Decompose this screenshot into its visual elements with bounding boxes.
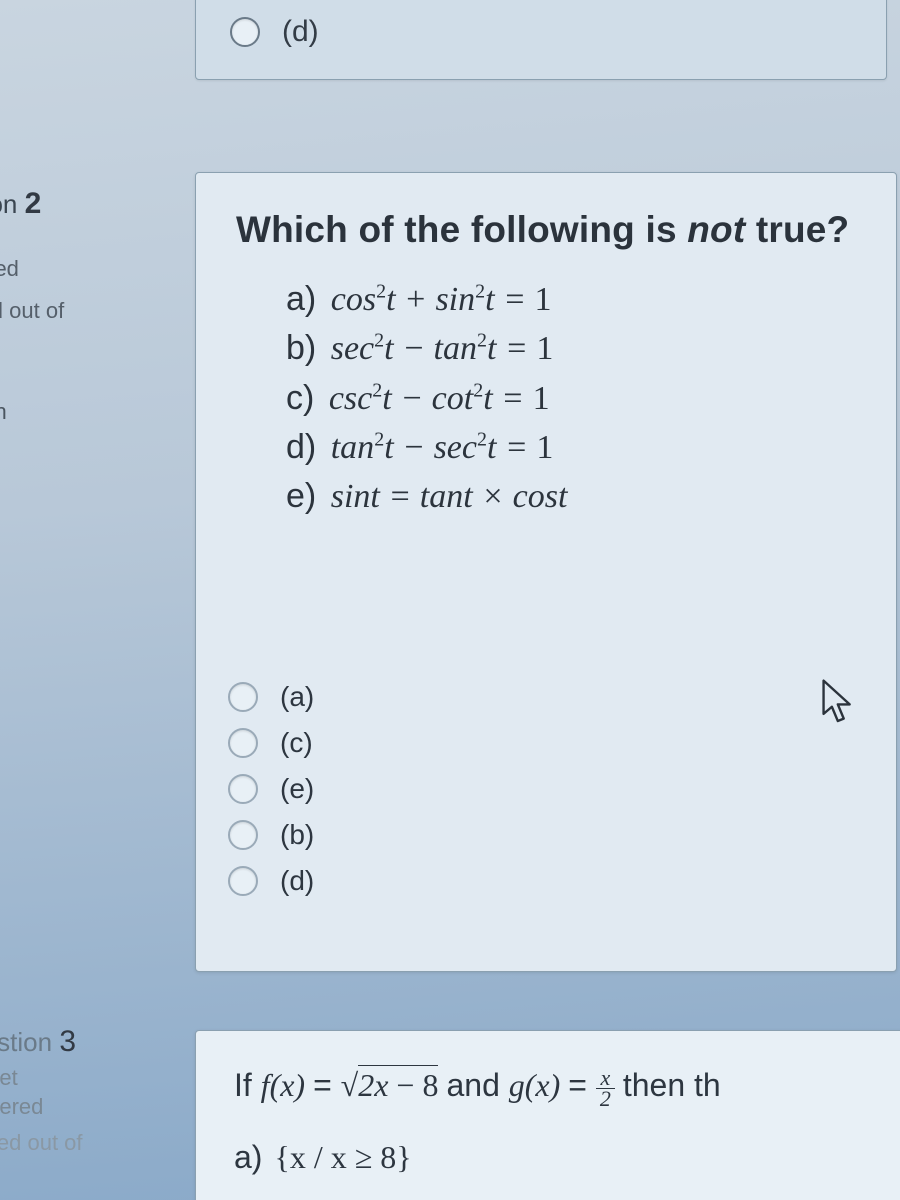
radio-icon[interactable] (228, 682, 258, 712)
option-e[interactable]: (e) (228, 773, 314, 805)
question-nav-sidebar: estion 2 t yet swered arked out of 00 Fl… (0, 0, 180, 1200)
radio-icon[interactable] (228, 728, 258, 758)
option-label: (d) (282, 15, 319, 49)
marked-out-of: arked out of 00 (0, 296, 64, 355)
identity-a: a) cos2t + sin2t = 1 (286, 275, 866, 324)
marked-out-of: Marked out of .00 (0, 1128, 83, 1187)
radio-icon[interactable] (228, 774, 258, 804)
question-3-card: If f(x) = √2x − 8 and g(x) = x2 then th … (195, 1030, 900, 1200)
question-word: Question (0, 1027, 52, 1057)
question-3-option-a: a) {x / x ≥ 8} (234, 1139, 412, 1176)
answer-options: (a) (c) (e) (b) (d) (228, 681, 314, 897)
answer-status: t yet swered (0, 225, 64, 284)
option-label: (a) (280, 681, 314, 713)
option-label: (b) (280, 819, 314, 851)
question-2-card: Which of the following is not true? a) c… (195, 172, 897, 972)
identity-c: c) csc2t − cot2t = 1 (286, 374, 866, 423)
flag-question-link[interactable]: Flag estion (0, 367, 64, 426)
question-word: estion (0, 189, 17, 219)
identity-b: b) sec2t − tan2t = 1 (286, 324, 866, 373)
option-label: (e) (280, 773, 314, 805)
question-text: Which of the following is not true? (196, 173, 896, 275)
radio-icon[interactable] (228, 866, 258, 896)
option-label: (c) (280, 727, 313, 759)
sidebar-question-2: estion 2 t yet swered arked out of 00 Fl… (0, 180, 64, 431)
option-label: (d) (280, 865, 314, 897)
cursor-icon (820, 678, 858, 726)
question-number: 2 (25, 187, 42, 220)
option-c[interactable]: (c) (228, 727, 314, 759)
option-b[interactable]: (b) (228, 819, 314, 851)
identity-e: e) sint = tant × cost (286, 472, 866, 521)
previous-question-partial: (d) (195, 0, 887, 80)
option-d[interactable]: (d) (228, 865, 314, 897)
identity-d: d) tan2t − sec2t = 1 (286, 423, 866, 472)
question-3-text: If f(x) = √2x − 8 and g(x) = x2 then th (234, 1067, 721, 1109)
option-a[interactable]: (a) (228, 681, 314, 713)
option-d-prev[interactable]: (d) (230, 15, 319, 49)
question-number: 3 (59, 1025, 76, 1058)
answer-status: Not yet answered (0, 1063, 83, 1122)
sidebar-question-3: Question 3 Not yet answered Marked out o… (0, 1018, 83, 1191)
radio-icon[interactable] (230, 17, 260, 47)
radio-icon[interactable] (228, 820, 258, 850)
identity-list: a) cos2t + sin2t = 1 b) sec2t − tan2t = … (196, 275, 896, 521)
